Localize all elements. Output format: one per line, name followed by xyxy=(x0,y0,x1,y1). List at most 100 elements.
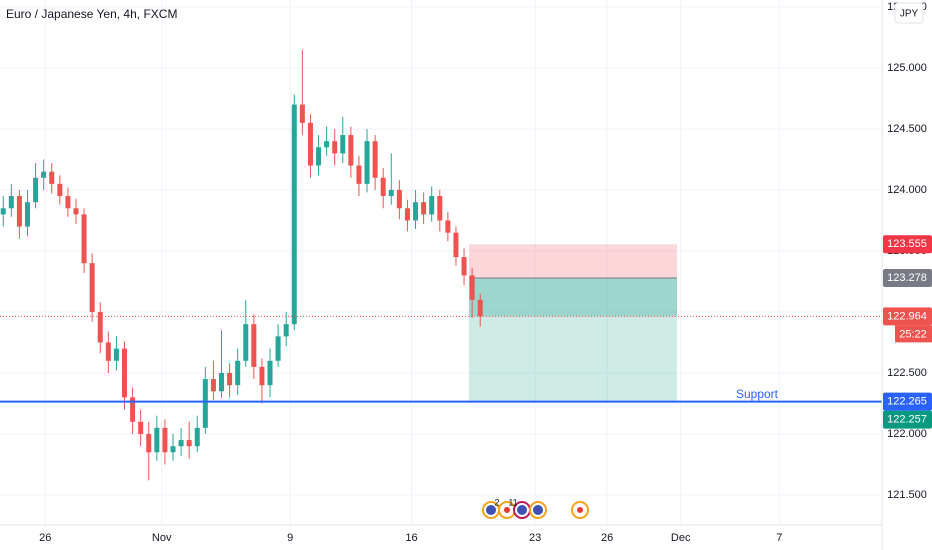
y-tick-label: 125.000 xyxy=(887,62,927,74)
candle-body xyxy=(348,135,354,166)
currency-button[interactable] xyxy=(894,2,924,24)
candle-body xyxy=(16,196,22,227)
candle-body xyxy=(421,202,427,215)
currency-label[interactable]: JPY xyxy=(900,9,919,20)
profit-zone-open[interactable] xyxy=(469,278,677,317)
candle-body xyxy=(404,208,410,221)
events[interactable]: 2 11 xyxy=(482,497,589,519)
candle-body xyxy=(453,232,459,258)
candle-body xyxy=(267,360,273,386)
y-tick-label: 122.000 xyxy=(887,428,927,440)
x-tick-label: Nov xyxy=(152,532,172,544)
candle-body xyxy=(356,165,362,184)
candle-body xyxy=(154,427,160,453)
candle-body xyxy=(316,147,322,166)
position-tool[interactable] xyxy=(469,244,677,403)
x-tick-label: 16 xyxy=(405,532,417,544)
event-flag xyxy=(533,505,543,515)
candle-body xyxy=(97,311,103,343)
candle-body xyxy=(259,366,265,386)
candle-body xyxy=(162,427,168,453)
candle-body xyxy=(41,171,47,178)
support-tag-bg xyxy=(883,392,932,411)
candle-body xyxy=(380,177,386,197)
candle-body xyxy=(130,397,136,422)
event-flag xyxy=(486,505,496,515)
support-tag: 122.265 xyxy=(887,396,927,408)
candle-body xyxy=(396,189,402,209)
candle-body xyxy=(307,122,313,166)
y-tick-label: 122.500 xyxy=(887,367,927,379)
profit-zone[interactable] xyxy=(469,316,677,403)
event-flag xyxy=(577,507,583,513)
candle-body xyxy=(283,324,289,337)
candle-body xyxy=(372,141,378,178)
candle-body xyxy=(219,372,225,392)
x-tick-label: 7 xyxy=(776,532,782,544)
support-label: Support xyxy=(736,387,779,401)
candle-body xyxy=(202,379,208,428)
candle-body xyxy=(89,263,95,312)
candle-body xyxy=(243,324,249,361)
event-count: 11 xyxy=(508,497,517,507)
target-tag: 122.257 xyxy=(887,414,927,426)
event-flag xyxy=(504,507,510,513)
stop-tag-bg xyxy=(883,235,932,254)
candle-body xyxy=(33,177,39,203)
entry-tag-bg xyxy=(883,269,932,288)
x-tick-label: 23 xyxy=(529,532,541,544)
candle-body xyxy=(445,220,451,233)
grid xyxy=(0,0,882,525)
price-tags: 123.555 123.278 122.964 25:22 122.265 122.257 xyxy=(883,235,932,429)
candle-body xyxy=(113,348,119,361)
candle-body xyxy=(8,196,14,209)
candle-body xyxy=(364,141,370,184)
target-tag-bg xyxy=(883,410,932,429)
x-tick-label: 26 xyxy=(601,532,613,544)
candle-body xyxy=(291,104,297,325)
candle-body xyxy=(299,104,305,123)
candle-body xyxy=(49,171,55,184)
candle-body xyxy=(81,214,87,264)
candle-body xyxy=(324,141,330,148)
candle-body xyxy=(429,196,435,215)
candles xyxy=(0,49,483,481)
candle-body xyxy=(186,440,192,447)
last-price-tag-bg xyxy=(883,307,932,326)
candle-body xyxy=(275,336,281,361)
candle-body xyxy=(57,183,63,197)
candle-body xyxy=(194,427,200,447)
candle-body xyxy=(146,433,152,453)
stop-zone[interactable] xyxy=(469,244,677,279)
candle-body xyxy=(105,342,111,361)
overlays: Support xyxy=(0,315,882,403)
candle-body xyxy=(178,440,184,447)
candle-body xyxy=(437,196,443,221)
candle-body xyxy=(332,141,338,154)
x-tick-label: Dec xyxy=(671,532,691,544)
candle-body xyxy=(251,324,257,367)
x-tick-label: 26 xyxy=(39,532,51,544)
y-tick-label: 124.000 xyxy=(887,184,927,196)
candle-body xyxy=(477,299,483,317)
time-axis: 26 Nov 9 16 23 26 Dec 7 xyxy=(39,532,782,544)
candle-body xyxy=(461,257,467,276)
candle-body xyxy=(138,421,144,434)
stop-tag: 123.555 xyxy=(887,238,927,250)
candle-body xyxy=(413,202,419,221)
last-price-tag: 122.964 xyxy=(887,310,927,322)
chart-title: Euro / Japanese Yen, 4h, FXCM xyxy=(6,7,177,21)
candle-body xyxy=(235,360,241,386)
candle-body xyxy=(227,372,233,386)
candle-body xyxy=(73,208,79,215)
candle-body xyxy=(469,275,475,300)
x-tick-label: 9 xyxy=(287,532,293,544)
y-tick-label: 121.500 xyxy=(887,489,927,501)
entry-tag: 123.278 xyxy=(887,272,927,284)
candle-body xyxy=(24,202,30,227)
candle-body xyxy=(121,348,128,398)
candle-body xyxy=(65,196,71,209)
candle-body xyxy=(340,135,346,154)
y-tick-label: 124.500 xyxy=(887,123,927,135)
